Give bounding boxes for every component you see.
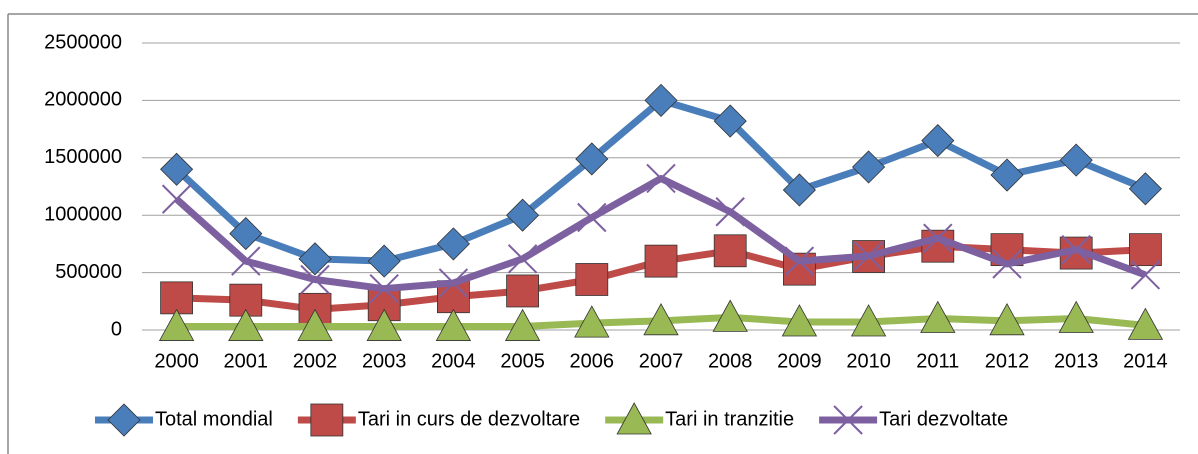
marker [310, 403, 344, 437]
x-tick-label: 2014 [1123, 350, 1168, 372]
marker [833, 405, 863, 435]
marker [713, 104, 747, 138]
marker [507, 244, 538, 274]
marker [575, 142, 609, 176]
marker [715, 197, 745, 227]
x-tick-label: 2009 [777, 350, 822, 372]
marker [644, 83, 678, 117]
marker [161, 184, 192, 214]
marker [1129, 233, 1162, 267]
marker [160, 281, 194, 315]
marker [298, 242, 332, 276]
marker [712, 299, 748, 332]
marker [646, 163, 676, 194]
y-tick-label: 500000 [55, 261, 122, 283]
marker [158, 308, 195, 341]
marker [923, 223, 953, 253]
marker [990, 158, 1024, 192]
legend-item: Tari in curs de dezvoltare [297, 403, 580, 437]
marker [1059, 143, 1093, 177]
marker [1128, 172, 1162, 206]
marker [438, 268, 469, 298]
marker [575, 263, 609, 296]
marker [231, 246, 261, 276]
x-tick-label: 2005 [500, 350, 545, 372]
marker [784, 246, 815, 276]
marker [713, 234, 747, 268]
marker [160, 152, 194, 186]
marker [504, 308, 541, 341]
marker [782, 173, 816, 207]
marker [367, 244, 401, 278]
x-tick-label: 2008 [708, 350, 753, 372]
x-tick-label: 2003 [362, 350, 407, 372]
marker [229, 217, 263, 251]
marker [574, 305, 610, 338]
y-tick-label: 2500000 [44, 31, 122, 53]
legend-label: Total mondial [155, 408, 273, 430]
marker [228, 308, 264, 341]
marker [300, 264, 330, 295]
marker [616, 402, 652, 435]
x-tick-label: 2000 [154, 350, 199, 372]
marker [1061, 234, 1091, 265]
marker [989, 302, 1025, 336]
x-tick-label: 2001 [224, 350, 269, 372]
marker [577, 202, 607, 233]
marker [853, 241, 884, 271]
marker [369, 273, 399, 304]
marker [781, 304, 818, 337]
x-tick-label: 2012 [985, 350, 1030, 372]
marker [920, 300, 956, 333]
marker [506, 274, 540, 308]
legend-item: Total mondial [95, 403, 273, 437]
marker [852, 150, 886, 184]
legend-label: Tari in curs de dezvoltare [358, 408, 580, 430]
marker [297, 308, 333, 341]
marker [643, 302, 679, 336]
marker [921, 124, 955, 158]
x-tick-label: 2007 [639, 350, 684, 372]
marker [107, 403, 141, 437]
legend-label: Tari in tranzitie [665, 408, 794, 430]
marker [366, 308, 402, 341]
marker [644, 244, 678, 278]
marker [992, 249, 1022, 279]
marker [1058, 300, 1094, 333]
marker [1130, 260, 1161, 290]
x-tick-label: 2002 [293, 350, 338, 372]
legend-label: Tari dezvoltate [879, 408, 1008, 430]
y-tick-label: 2000000 [44, 89, 122, 111]
x-tick-label: 2013 [1054, 350, 1099, 372]
legend-item: Tari dezvoltate [819, 405, 1008, 435]
x-tick-label: 2011 [916, 350, 959, 372]
marker [435, 308, 472, 341]
marker [850, 304, 887, 337]
x-tick-label: 2006 [570, 350, 615, 372]
x-tick-label: 2004 [431, 350, 476, 372]
y-tick-label: 1000000 [44, 203, 122, 225]
y-tick-label: 1500000 [44, 146, 122, 168]
marker [436, 227, 470, 261]
y-tick-label: 0 [111, 318, 122, 340]
x-tick-label: 2010 [846, 350, 891, 372]
marker [1127, 307, 1164, 340]
legend-item: Tari in tranzitie [605, 402, 794, 435]
marker [506, 198, 540, 232]
